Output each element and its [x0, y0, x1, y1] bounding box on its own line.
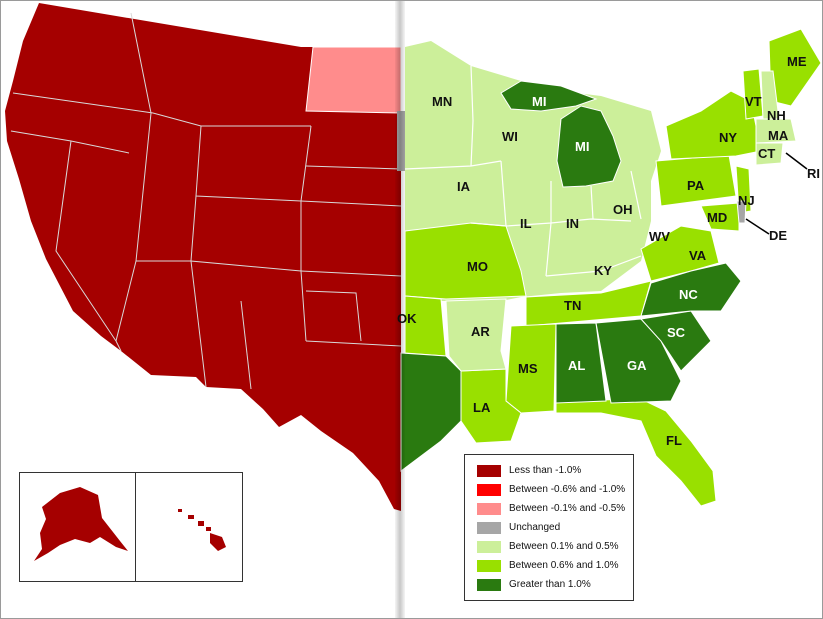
legend-label: Between -0.1% and -0.5%: [509, 503, 626, 514]
legend-swatch: [477, 521, 501, 534]
label-al: AL: [568, 358, 585, 373]
label-ri: RI: [807, 166, 820, 181]
state-nd: [305, 46, 402, 114]
east-state-borders: [404, 65, 642, 277]
label-ia: IA: [457, 179, 471, 194]
alaska-inset: [19, 472, 137, 582]
state-mi: [556, 105, 622, 188]
light-green-ne: [445, 70, 797, 372]
label-ct: CT: [758, 146, 775, 161]
legend-swatch: [477, 502, 501, 515]
legend-swatch: [477, 559, 501, 572]
state-md: [700, 202, 740, 232]
state-nc: [640, 262, 742, 317]
label-fl: FL: [666, 433, 682, 448]
state-mo: [404, 222, 527, 300]
label-ar: AR: [471, 324, 490, 339]
label-sc: SC: [667, 325, 686, 340]
label-va: VA: [689, 248, 707, 263]
legend-item: Between 0.1% and 0.5%: [477, 537, 633, 556]
dark-green-states: [400, 262, 742, 472]
label-ma: MA: [768, 128, 789, 143]
state-de: [736, 200, 747, 224]
label-leaders: [745, 152, 808, 235]
label-tn: TN: [564, 298, 581, 313]
legend-label: Unchanged: [509, 522, 561, 533]
legend-item: Unchanged: [477, 518, 633, 537]
legend-item: Between -0.6% and -1.0%: [477, 480, 633, 499]
legend-label: Less than -1.0%: [509, 465, 582, 476]
legend-label: Between 0.1% and 0.5%: [509, 541, 619, 552]
state-ct: [755, 142, 784, 166]
state-va: [640, 225, 720, 282]
medium-green-states: [404, 28, 822, 507]
label-ny: NY: [719, 130, 737, 145]
legend-label: Between 0.6% and 1.0%: [509, 560, 619, 571]
label-in: IN: [566, 216, 579, 231]
label-ky: KY: [594, 263, 612, 278]
label-me: ME: [787, 54, 807, 69]
label-mo: MO: [467, 259, 488, 274]
label-nc: NC: [679, 287, 698, 302]
state-mi-up: [500, 80, 598, 112]
label-ms: MS: [518, 361, 538, 376]
state-fl: [555, 398, 717, 507]
state-la: [460, 368, 522, 444]
legend-item: Between -0.1% and -0.5%: [477, 499, 633, 518]
legend-swatch: [477, 540, 501, 553]
legend-swatch: [477, 464, 501, 477]
legend-item: Less than -1.0%: [477, 461, 633, 480]
legend-label: Greater than 1.0%: [509, 579, 591, 590]
label-nj: NJ: [738, 193, 755, 208]
legend-item: Greater than 1.0%: [477, 575, 633, 594]
state-al: [555, 322, 607, 404]
label-vt: VT: [745, 94, 762, 109]
label-nh: NH: [767, 108, 786, 123]
label-ok: OK: [397, 311, 417, 326]
legend-item: Between 0.6% and 1.0%: [477, 556, 633, 575]
label-de: DE: [769, 228, 787, 243]
legend-swatch: [477, 483, 501, 496]
map-legend: Less than -1.0% Between -0.6% and -1.0% …: [464, 454, 634, 601]
label-il: IL: [520, 216, 532, 231]
label-wv: WV: [649, 229, 670, 244]
label-oh: OH: [613, 202, 633, 217]
label-mi-up: MI: [532, 94, 546, 109]
label-wi: WI: [502, 129, 518, 144]
west-region: [5, 3, 401, 511]
west-state-borders: [10, 12, 402, 390]
hawaii-inset: [135, 472, 243, 582]
legend-label: Between -0.6% and -1.0%: [509, 484, 626, 495]
label-pa: PA: [687, 178, 705, 193]
label-la: LA: [473, 400, 491, 415]
legend-swatch: [477, 578, 501, 591]
state-ok: [404, 295, 447, 357]
state-tx: [400, 352, 462, 472]
label-mn: MN: [432, 94, 452, 109]
state-ms: [505, 323, 557, 414]
state-ma: [755, 118, 797, 144]
hawaii-shape: [178, 509, 226, 551]
label-ga: GA: [627, 358, 647, 373]
label-md: MD: [707, 210, 727, 225]
state-ar: [445, 298, 507, 372]
state-labels: MN WI MI MI IA IL IN OH WV KY MO OK AR T…: [397, 54, 820, 448]
label-mi: MI: [575, 139, 589, 154]
alaska-shape: [34, 487, 128, 561]
